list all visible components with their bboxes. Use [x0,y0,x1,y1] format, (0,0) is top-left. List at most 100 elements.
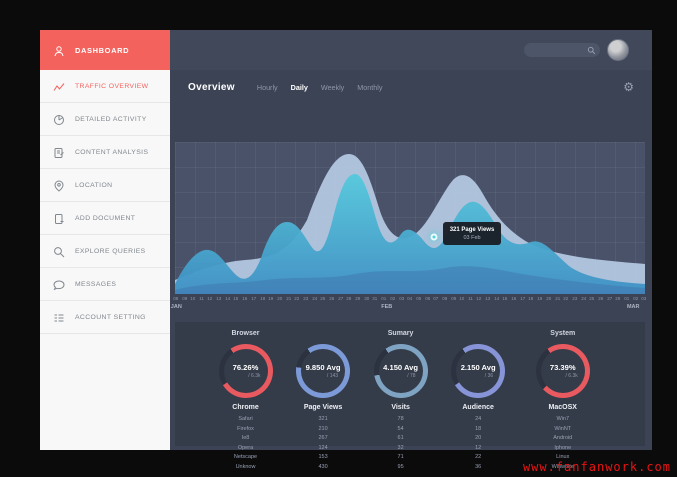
sidebar-item-label: EXPLORE QUERIES [75,247,146,255]
x-axis-tick: 27 [606,296,612,302]
sidebar-header-dashboard[interactable]: DASHBOARD [40,30,170,70]
list-item: 61 [397,435,404,441]
list-item: Ie8 [241,435,250,441]
donut-subvalue: / 6.3k [248,373,261,379]
donut-value: 73.39% [549,363,576,372]
sidebar-item-detailed-activity[interactable]: DETAILED ACTIVITY [40,103,170,136]
chart-data-point[interactable] [430,233,438,241]
x-axis-tick: 17 [251,296,257,302]
sidebar-item-account-setting[interactable]: ACCOUNT SETTING [40,301,170,334]
donut-hole [456,349,501,393]
donut-subvalue: / 6.3k [565,373,578,379]
x-axis-tick: 03 [398,296,404,302]
search-input[interactable] [529,46,587,54]
sidebar-item-messages[interactable]: MESSAGES [40,268,170,301]
donut-value: 2.150 Avg [460,363,496,372]
tab-weekly[interactable]: Weekly [320,82,345,92]
search-icon [53,245,65,258]
sidebar-item-explore-queries[interactable]: EXPLORE QUERIES [40,235,170,268]
section-title: Browser [231,330,260,337]
x-axis-tick: 12 [476,296,482,302]
x-axis-month: JAN [170,304,182,310]
donut-gauge[interactable]: 76.26% / 6.3k [218,344,273,398]
x-axis-tick: 13 [216,296,222,302]
x-axis-tick: 24 [580,296,586,302]
donut-center: 76.26% / 6.3k [219,344,273,398]
traffic-area-chart[interactable]: 321 Page Views 03 Feb [175,142,645,294]
donut-column: Browser 76.26% / 6.3k Chrome Safari Firef… [200,330,292,472]
x-axis-tick: 21 [285,296,291,302]
donut-gauge[interactable]: 9.850 Avg / 143 [296,344,351,398]
x-axis-tick: 10 [459,296,465,302]
list-item: 267 [318,435,328,441]
sidebar-item-label: CONTENT ANALYSIS [75,148,149,156]
donut-gauge[interactable]: 2.150 Avg / 36 [451,344,506,398]
donut-column: 2.150 Avg / 36 Audience 24 18 20 12 22 36 [432,330,524,472]
x-axis-tick: 11 [468,296,473,302]
sidebar-item-label: TRAFFIC OVERVIEW [75,82,149,90]
donut-label: Visits [391,404,410,411]
x-axis-tick: 20 [546,296,552,302]
x-axis-tick: 16 [242,296,248,302]
tab-daily[interactable]: Daily [290,82,308,92]
x-axis-tick: 26 [598,296,604,302]
pie-chart-icon [53,113,65,125]
add-document-icon [53,212,65,224]
list-item: Linux [556,454,570,460]
user-icon [53,44,65,57]
donut-center: 4.150 Avg / 78 [374,344,428,398]
section-title: Sumary [387,330,414,337]
list-item: 22 [475,454,482,460]
list-item: 54 [397,425,404,432]
chat-bubble-icon [53,278,65,291]
donut-label: Page Views [303,404,343,411]
list-item: Netscape [233,454,258,460]
topbar [170,30,652,70]
x-axis-tick: 20 [277,296,283,302]
search-icon[interactable] [587,46,596,55]
donut-list: Safari Firefox Ie8 Opera Netscape Unknow [200,415,292,472]
list-item: 153 [318,454,328,460]
chart-tooltip: 321 Page Views 03 Feb [443,222,501,245]
watermark-text: www.fanfanwork.com [522,460,671,474]
document-icon [53,146,65,158]
tab-monthly[interactable]: Monthly [357,82,383,92]
donut-subvalue: / 36 [484,373,494,379]
gear-icon[interactable]: ⚙ [623,80,634,94]
sidebar-item-add-document[interactable]: ADD DOCUMENT [40,202,170,235]
x-axis-tick: 25 [589,296,595,302]
tab-hourly[interactable]: Hourly [256,82,278,92]
list-item: 321 [318,416,328,422]
sidebar-item-content-analysis[interactable]: CONTENT ANALYSIS [40,136,170,169]
search-box[interactable] [524,43,600,57]
map-pin-icon [53,179,65,192]
x-axis-tick: 22 [294,296,300,302]
donut-list: Win7 WinNT Android Iphone Linux Winwhite [517,415,609,472]
donut-value: 4.150 Avg [383,363,419,372]
list-item: 12 [475,444,482,451]
x-axis-tick: 28 [346,296,352,302]
sidebar-item-label: ACCOUNT SETTING [75,313,146,321]
x-axis-tick: 30 [364,296,370,302]
donut-gauge[interactable]: 73.39% / 6.3k [535,344,590,398]
x-axis-tick: 07 [433,296,439,302]
x-axis-tick: 13 [485,296,491,302]
sidebar-item-traffic-overview[interactable]: TRAFFIC OVERVIEW [40,70,170,103]
x-axis-month: FEB [381,304,393,310]
user-avatar[interactable] [607,39,629,61]
x-axis-tick: 05 [416,296,422,302]
donut-gauge[interactable]: 4.150 Avg / 78 [373,344,428,398]
list-item: Firefox [237,425,254,432]
section-title: System [550,330,576,337]
x-axis-tick: 15 [233,296,239,302]
sidebar-item-location[interactable]: LOCATION [40,169,170,202]
x-axis-tick: 31 [372,296,378,302]
list-item: WinNT [554,425,572,432]
x-axis-tick: 19 [268,296,274,302]
donut-center: 9.850 Avg / 143 [296,344,350,398]
area-chart-layers [175,154,645,294]
x-axis-tick: 22 [563,296,569,302]
donut-center: 73.39% / 6.3k [536,344,590,398]
stats-panel: Browser 76.26% / 6.3k Chrome Safari Firef… [175,322,645,470]
list-item: 95 [397,463,404,470]
